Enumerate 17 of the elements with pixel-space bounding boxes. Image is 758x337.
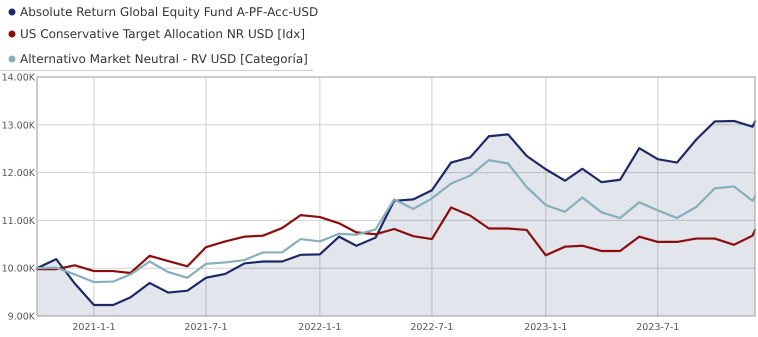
- y-tick-label: 11.00K: [2, 216, 36, 227]
- line-series: [36, 206, 756, 274]
- y-tick-label: 9.00K: [8, 312, 36, 322]
- y-tick-label: 14.00K: [2, 72, 36, 84]
- y-tick-label: 12.00K: [2, 168, 36, 180]
- legend-label: Absolute Return Global Equity Fund A-PF-Acc-USD: [20, 5, 318, 19]
- y-tick-label: 13.00K: [2, 120, 36, 132]
- x-tick-label: 2022-7-1: [410, 322, 454, 333]
- x-tick-label: 2021-7-1: [184, 322, 228, 333]
- x-tick-label: 2021-1-1: [72, 322, 116, 333]
- legend-label: Alternativo Market Neutral - RV USD [Categoría]: [20, 52, 308, 66]
- y-tick-label: 10.00K: [2, 264, 36, 275]
- x-tick-label: 2023-7-1: [636, 322, 680, 333]
- legend-label: US Conservative Target Allocation NR USD [Idx]: [20, 27, 306, 41]
- x-tick-label: 2022-1-1: [298, 322, 342, 333]
- line-series: [36, 159, 756, 284]
- x-tick-label: 2023-1-1: [524, 322, 568, 333]
